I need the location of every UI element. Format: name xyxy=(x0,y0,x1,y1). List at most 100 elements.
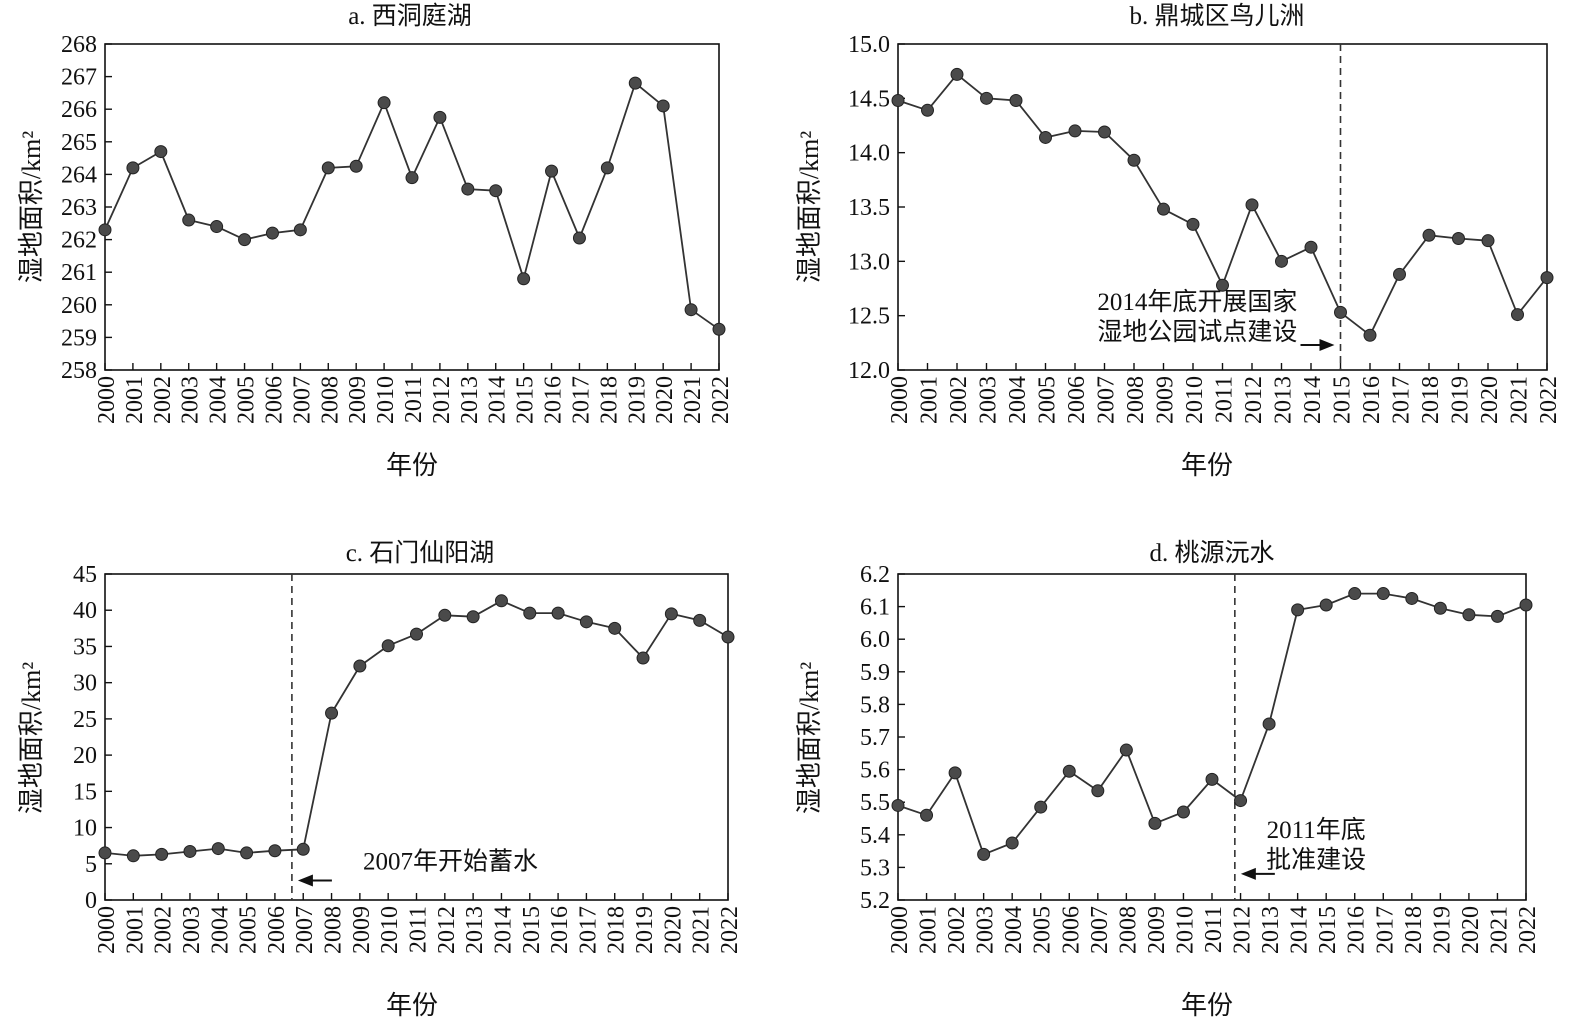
data-point xyxy=(353,659,367,673)
data-point xyxy=(265,226,279,240)
annotation-text: 2014年底开展国家 xyxy=(1097,288,1297,316)
data-point xyxy=(977,847,991,861)
x-tick-label: 2007 xyxy=(292,906,318,954)
y-tick-label: 6.0 xyxy=(860,627,890,653)
x-tick-label: 2003 xyxy=(178,376,204,424)
x-tick-label: 2013 xyxy=(1258,906,1284,954)
x-tick-label: 2008 xyxy=(317,376,343,424)
data-point xyxy=(1009,94,1023,108)
panel-d: d. 桃源沅水 湿地面积/km² 年份 5.2 5.3 5.4 5.5 5.6 5.7 5.… xyxy=(795,539,1541,1020)
series-line xyxy=(104,82,720,331)
data-point xyxy=(1176,805,1190,819)
y-tick-label: 268 xyxy=(61,32,97,58)
data-point xyxy=(210,220,224,234)
data-point xyxy=(1245,198,1259,212)
y-tick-label: 6.1 xyxy=(860,595,890,621)
y-axis-title: 湿地面积/km² xyxy=(17,662,46,814)
annotation-arrowhead xyxy=(1240,867,1256,880)
x-tick-label: 2022 xyxy=(1515,906,1541,954)
data-point xyxy=(489,184,503,198)
x-tick-label: 2007 xyxy=(1087,906,1113,954)
x-tick-label: 2000 xyxy=(94,376,120,424)
data-point xyxy=(684,303,698,317)
y-tick-label: 5.7 xyxy=(860,725,890,751)
x-tick-label: 2013 xyxy=(457,376,483,424)
x-tick-label: 2012 xyxy=(434,906,460,954)
data-point xyxy=(1304,240,1318,254)
x-tick-label: 2020 xyxy=(652,376,678,424)
data-point xyxy=(572,231,586,245)
x-tick-label: 2022 xyxy=(717,906,743,954)
x-tick-label: 2018 xyxy=(604,906,630,954)
x-tick-label: 2022 xyxy=(708,376,734,424)
data-point xyxy=(1068,124,1082,138)
y-tick-label: 13.0 xyxy=(848,249,890,275)
data-point xyxy=(321,161,335,175)
data-point xyxy=(980,91,993,105)
data-point xyxy=(600,161,614,175)
panel-c: c. 石门仙阳湖 湿地面积/km² 年份 0 5 10 15 20 25 30 35 40 45 2… xyxy=(17,539,743,1020)
series-line xyxy=(897,592,1527,856)
data-point xyxy=(1186,217,1200,231)
data-point xyxy=(405,171,419,185)
data-point xyxy=(545,164,559,178)
annotation-text: 批准建设 xyxy=(1266,846,1366,874)
data-point xyxy=(1319,598,1333,612)
x-axis-title: 年份 xyxy=(1181,991,1233,1020)
data-point xyxy=(155,847,169,861)
data-point xyxy=(693,613,707,627)
y-tick-label: 12.5 xyxy=(848,304,890,330)
data-point xyxy=(579,615,593,629)
x-tick-label: 2010 xyxy=(373,376,399,424)
x-tick-label: 2015 xyxy=(519,906,545,954)
data-point xyxy=(154,145,168,159)
x-tick-label: 2009 xyxy=(349,906,375,954)
x-tick-label: 2021 xyxy=(1486,906,1512,954)
data-point xyxy=(1098,125,1111,139)
data-point xyxy=(1119,743,1133,757)
x-tick-label: 2018 xyxy=(1401,906,1427,954)
x-tick-label: 2019 xyxy=(1429,906,1455,954)
data-point xyxy=(433,110,447,124)
data-point xyxy=(1262,717,1276,731)
x-tick-label: 2012 xyxy=(1230,906,1256,954)
data-point xyxy=(461,182,475,196)
y-tick-label: 15.0 xyxy=(848,32,890,58)
data-point xyxy=(1275,254,1288,268)
data-point xyxy=(1234,794,1248,808)
data-point xyxy=(1127,153,1141,167)
y-tick-label: 259 xyxy=(61,325,97,351)
x-tick-label: 2015 xyxy=(1315,906,1341,954)
y-tick-label: 5.2 xyxy=(860,888,890,914)
panel-a: a. 西洞庭湖 湿地面积/km² 年份 258 259 260 261 262 263 26… xyxy=(17,2,734,480)
x-tick-label: 2003 xyxy=(179,906,205,954)
data-point xyxy=(1462,608,1476,622)
x-tick-label: 2006 xyxy=(1064,376,1090,424)
y-tick-label: 14.5 xyxy=(848,86,890,112)
data-point xyxy=(517,272,531,286)
data-point xyxy=(1481,234,1495,248)
y-tick-label: 45 xyxy=(73,562,97,588)
x-tick-label: 2003 xyxy=(976,376,1002,424)
x-tick-label: 2014 xyxy=(490,906,516,954)
data-point xyxy=(1148,816,1162,830)
x-tick-label: 2009 xyxy=(1153,376,1179,424)
y-axis-title: 湿地面积/km² xyxy=(17,131,46,283)
y-tick-label: 5.8 xyxy=(860,692,890,718)
x-tick-label: 2021 xyxy=(680,376,706,424)
x-tick-label: 2002 xyxy=(944,906,970,954)
y-tick-label: 261 xyxy=(61,260,97,286)
y-tick-label: 0 xyxy=(85,888,97,914)
data-point xyxy=(381,639,395,653)
x-tick-label: 2012 xyxy=(429,376,455,424)
data-point xyxy=(891,798,905,812)
x-tick-label: 2010 xyxy=(1172,906,1198,954)
x-tick-label: 2011 xyxy=(1212,376,1238,423)
x-tick-label: 2004 xyxy=(206,376,232,424)
x-tick-label: 2006 xyxy=(264,906,290,954)
x-tick-label: 2001 xyxy=(122,906,148,954)
x-tick-label: 2005 xyxy=(234,376,260,424)
data-point xyxy=(296,842,310,856)
y-tick-label: 260 xyxy=(61,293,97,319)
x-tick-label: 2016 xyxy=(1344,906,1370,954)
